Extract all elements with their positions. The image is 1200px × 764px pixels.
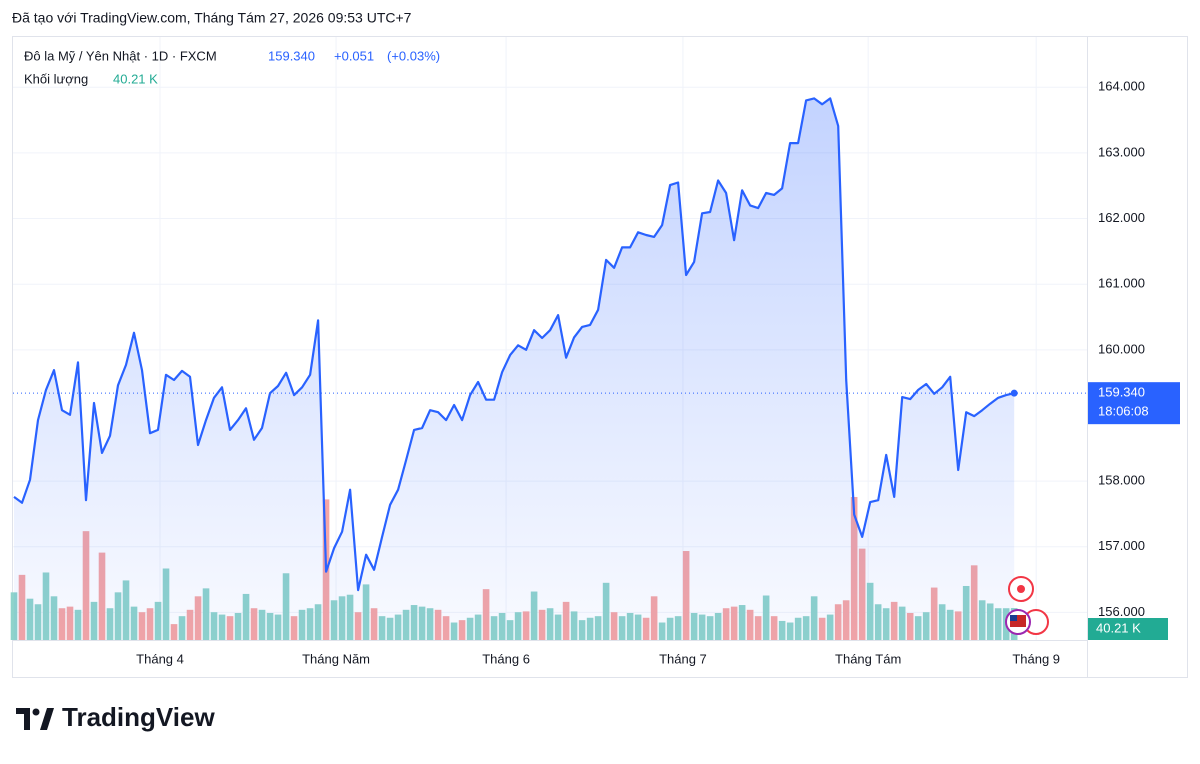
event-icon: [1017, 585, 1025, 593]
logo: TradingView: [16, 702, 215, 732]
volume-label: 40.21 K: [1096, 620, 1141, 635]
volume-label-box: [1088, 618, 1168, 640]
chart-frame: [12, 36, 1188, 678]
countdown: 18:06:08: [1098, 404, 1149, 419]
credit: Đã tạo với TradingView.com, Tháng Tám 27…: [12, 10, 412, 26]
x-tick-label: Tháng 7: [659, 651, 707, 666]
price-label: 159.340: [1098, 385, 1145, 400]
last-point: [1010, 389, 1018, 397]
y-tick-label: 164.000: [1098, 79, 1145, 94]
x-tick-label: Tháng Tám: [835, 651, 901, 666]
x-tick-label: Tháng 9: [1012, 651, 1060, 666]
x-tick-label: Tháng Năm: [302, 651, 370, 666]
volume-last: 40.21 K: [113, 71, 158, 86]
y-tick-label: 163.000: [1098, 144, 1145, 159]
y-tick-label: 160.000: [1098, 341, 1145, 356]
y-tick-label: 162.000: [1098, 210, 1145, 225]
y-tick-label: 158.000: [1098, 473, 1145, 488]
logo-text: TradingView: [62, 702, 215, 732]
x-tick-label: Tháng 4: [136, 651, 184, 666]
price-line: [13, 97, 1015, 592]
change: +0.051: [334, 48, 374, 63]
volume-title: Khối lượng: [24, 71, 88, 86]
y-tick-label: 161.000: [1098, 276, 1145, 291]
symbol-title: Đô la Mỹ / Yên Nhật · 1D · FXCM: [24, 48, 217, 63]
area-fill: [14, 98, 1015, 640]
plot: [13, 97, 1087, 640]
flag-icon: [1010, 615, 1017, 621]
axis: 156.000 157.000 158.000 160.000 161.000 162.0…: [136, 79, 1180, 666]
y-tick-label: 157.000: [1098, 538, 1145, 553]
last-price: 159.340: [268, 48, 315, 63]
y-tick-label: 156.000: [1098, 604, 1145, 619]
x-tick-label: Tháng 6: [482, 651, 530, 666]
price-label-box: [1088, 382, 1180, 425]
change-pct: (+0.03%): [387, 48, 440, 63]
